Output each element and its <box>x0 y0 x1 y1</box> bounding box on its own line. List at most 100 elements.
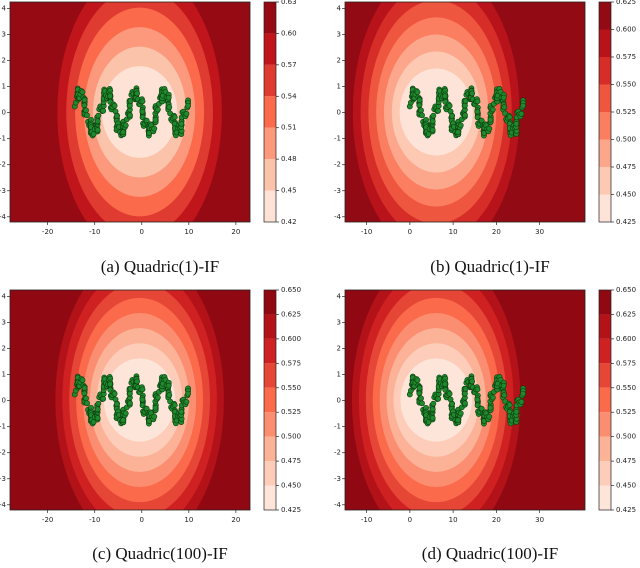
sample-point <box>107 93 114 100</box>
sample-point <box>457 410 464 417</box>
sample-point <box>448 401 455 407</box>
colorbar-level <box>599 29 611 57</box>
plot-area <box>10 290 250 510</box>
colorbar-level <box>264 314 276 339</box>
colorbar-tick-label: 0.57 <box>281 61 297 69</box>
y-tick-label: 0 <box>2 397 6 405</box>
plot-frame <box>344 1 586 223</box>
sample-point <box>518 398 525 405</box>
sample-point <box>448 113 455 119</box>
y-tick-label: 2 <box>2 345 6 353</box>
colorbar-tick-label: 0.625 <box>281 310 301 318</box>
colorbar-frame <box>598 289 612 511</box>
plot-frame <box>9 1 251 223</box>
sample-point <box>429 406 436 413</box>
y-tick-label: 2 <box>337 57 341 65</box>
sample-point <box>127 400 133 407</box>
colorbar-level <box>264 127 276 160</box>
colorbar-level <box>599 112 611 140</box>
y-tick-label: -3 <box>0 475 6 483</box>
sample-point <box>419 400 425 407</box>
sample-point <box>469 378 476 385</box>
sample-point <box>81 97 88 103</box>
colorbar-level <box>264 96 276 128</box>
sample-point <box>111 102 118 109</box>
colorbar-level <box>599 194 611 222</box>
colorbar-tick-label: 0.63 <box>281 0 297 6</box>
colorbar-level <box>264 290 276 315</box>
y-tick-label: -2 <box>0 161 6 169</box>
colorbar-level <box>599 57 611 85</box>
sample-point <box>486 413 493 420</box>
sample-point <box>151 125 158 132</box>
sample-point <box>127 390 133 397</box>
colorbar-tick-label: 0.575 <box>616 359 636 367</box>
sample-point <box>154 106 161 113</box>
y-tick-label: 3 <box>337 31 341 39</box>
colorbar-tick-label: 0.475 <box>281 457 301 465</box>
x-tick-label: 0 <box>408 516 412 524</box>
plot-frame <box>344 289 586 511</box>
sample-point <box>430 400 437 407</box>
sample-point <box>513 120 520 127</box>
y-tick-label: 1 <box>337 371 341 379</box>
colorbar-level <box>599 461 611 486</box>
colorbar-level <box>264 2 276 34</box>
colorbar-tick-label: 0.650 <box>281 286 301 294</box>
y-tick-label: 2 <box>2 57 6 65</box>
sample-point <box>489 106 496 113</box>
sample-point <box>81 390 88 397</box>
y-tick-label: 1 <box>2 83 6 91</box>
sample-point <box>500 382 507 389</box>
sample-point <box>83 107 89 114</box>
sample-point <box>506 402 513 409</box>
y-tick-label: 4 <box>337 5 342 13</box>
sample-point <box>94 118 101 125</box>
sample-point <box>446 102 453 109</box>
sample-point <box>113 401 120 407</box>
sample-point <box>178 408 185 415</box>
sample-point <box>183 110 190 117</box>
sample-point <box>416 97 423 103</box>
sample-point <box>139 396 146 403</box>
x-tick-label: -20 <box>42 516 53 524</box>
y-tick-label: 3 <box>337 319 341 327</box>
colorbar-tick-label: 0.425 <box>281 506 301 514</box>
sample-point <box>474 98 481 105</box>
sample-point <box>84 112 90 119</box>
sample-point <box>165 382 172 389</box>
colorbar-level <box>264 461 276 486</box>
sample-point <box>107 381 114 388</box>
x-tick-label: 20 <box>231 516 240 524</box>
colorbar-tick-label: 0.525 <box>616 408 636 416</box>
sample-point <box>79 377 86 384</box>
colorbar-frame <box>263 289 277 511</box>
sample-point <box>487 116 494 123</box>
sample-point <box>139 108 146 115</box>
sample-point <box>435 107 442 114</box>
colorbar-level <box>599 338 611 364</box>
sample-point <box>414 377 421 384</box>
sample-point <box>178 120 185 127</box>
sample-point <box>122 122 129 129</box>
sample-point <box>442 93 449 100</box>
y-tick-label: 1 <box>337 83 341 91</box>
sample-point <box>183 398 190 405</box>
sample-point <box>171 402 178 409</box>
sample-point <box>113 113 120 119</box>
colorbar-tick-label: 0.600 <box>281 335 301 343</box>
plot-frame <box>9 289 251 511</box>
colorbar-level <box>599 290 611 315</box>
colorbar-tick-label: 0.450 <box>616 482 636 490</box>
x-tick-label: 10 <box>449 228 458 236</box>
colorbar-tick-label: 0.650 <box>616 286 636 294</box>
panel: -10 0 10 20 30-4-3-2-1012340.4250.4500.4750.… <box>334 0 636 276</box>
sample-point <box>486 125 493 132</box>
sample-point <box>127 102 133 109</box>
sample-point <box>442 381 449 388</box>
colorbar-tick-label: 0.525 <box>281 408 301 416</box>
x-tick-label: 0 <box>408 228 412 236</box>
sample-point <box>139 98 146 105</box>
